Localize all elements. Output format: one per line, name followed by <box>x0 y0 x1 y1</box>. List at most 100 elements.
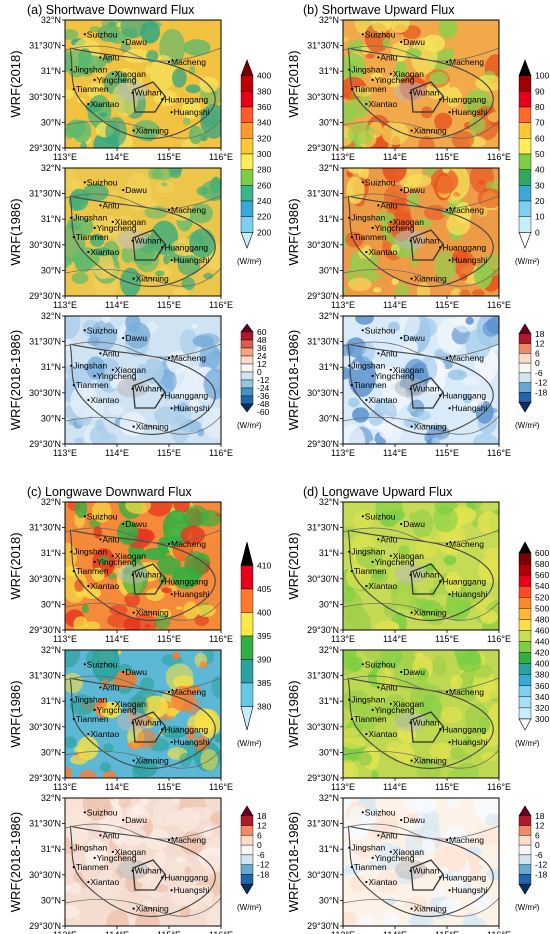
colorbar-tick-label: 0 <box>257 367 262 377</box>
colorbar-tick-label: -6 <box>535 368 543 378</box>
city-label: Xiaogan <box>115 847 146 857</box>
row-label-c-diff: WRF(2018-1986) <box>8 812 23 912</box>
lat-tick-label: 30°N <box>41 265 61 275</box>
lon-tick-label: 116°E <box>209 152 233 162</box>
lat-tick-label: 31°30'N <box>307 41 339 51</box>
city-label: Xianning <box>414 274 447 284</box>
city-label: Jingshan <box>351 213 385 223</box>
colorbar-tick-label: 460 <box>535 625 549 635</box>
lat-tick-label: 29°30'N <box>29 291 61 301</box>
colorbar-segment <box>240 138 254 155</box>
lon-tick-label: 115°E <box>157 152 181 162</box>
colorbar-segment <box>518 874 532 885</box>
colorbar-tick-label: 340 <box>535 692 549 702</box>
city-marker <box>361 811 364 814</box>
lat-tick-label: 30°N <box>41 599 61 609</box>
city-label: Suizhou <box>365 177 396 187</box>
city-marker <box>111 554 114 557</box>
lat-tick-label: 31°N <box>41 844 61 854</box>
city-marker <box>161 394 164 397</box>
city-label: Huangshi <box>452 255 488 265</box>
city-label: Xiantao <box>368 729 397 739</box>
city-label: Xianning <box>136 126 169 136</box>
colorbar-tick-label: 395 <box>257 631 271 641</box>
colorbar-end-triangle <box>518 883 532 895</box>
lon-tick-label: 115°E <box>435 782 459 792</box>
city-label: Jingshan <box>73 65 107 75</box>
city-marker <box>377 352 380 355</box>
lat-tick-label: 32°N <box>41 645 61 655</box>
colorbar-segment <box>518 122 532 139</box>
city-label: Anlu <box>102 52 119 62</box>
colorbar-segment <box>240 612 254 637</box>
colorbar-tick-label: 12 <box>535 821 545 831</box>
city-marker <box>132 129 135 132</box>
city-label: Suizhou <box>365 511 396 521</box>
lat-tick-label: 30°30'N <box>29 574 61 584</box>
city-marker <box>161 728 164 731</box>
colorbar-unit-label: (W/m²) <box>237 421 262 430</box>
city-label: Huangshi <box>452 737 488 747</box>
lon-tick-label: 116°E <box>209 448 233 458</box>
colorbar-segment <box>518 608 532 620</box>
city-label: Dawu <box>125 333 147 343</box>
lat-tick-label: 31°30'N <box>307 523 339 533</box>
city-label: Macheng <box>171 57 206 67</box>
city-label: Jingshan <box>351 695 385 705</box>
colorbar-tick-label: 200 <box>257 227 271 237</box>
city-label: Anlu <box>102 830 119 840</box>
row-label-a-2018: WRF(2018) <box>8 50 23 117</box>
city-label: Macheng <box>171 539 206 549</box>
colorbar-segment <box>518 815 532 826</box>
city-marker <box>161 98 164 101</box>
city-marker <box>389 72 392 75</box>
city-marker <box>87 880 90 884</box>
lat-tick-label: 31°30'N <box>29 337 61 347</box>
city-marker <box>350 570 353 573</box>
colorbar-tick-label: 220 <box>257 212 271 222</box>
lon-tick-label: 115°E <box>157 448 181 458</box>
colorbar-tick-label: 390 <box>257 655 271 665</box>
city-marker <box>132 759 135 762</box>
lon-tick-label: 114°E <box>105 634 129 644</box>
lat-tick-label: 31°N <box>319 548 339 558</box>
colorbar-tick-label: -12 <box>535 860 548 870</box>
lat-tick-label: 31°N <box>319 362 339 372</box>
colorbar-d-top: 6005805605405205004804604404204003803603… <box>515 541 549 748</box>
colorbar-segment <box>518 707 532 720</box>
city-marker <box>350 866 353 869</box>
lat-tick-label: 32°N <box>319 311 339 321</box>
lat-tick-label: 29°30'N <box>307 439 339 449</box>
city-label: Macheng <box>449 57 484 67</box>
colorbar-segment <box>240 864 254 875</box>
city-marker <box>167 60 171 64</box>
city-marker <box>350 718 353 721</box>
city-marker <box>409 869 412 872</box>
city-label: Huanggang <box>164 576 208 586</box>
row-label-b-diff: WRF(2018-1986) <box>286 330 301 430</box>
city-marker <box>377 834 380 837</box>
lon-tick-label: 116°E <box>487 930 511 934</box>
city-label: Tianmen <box>76 714 109 724</box>
lat-tick-label: 32°N <box>41 15 61 25</box>
panel-title-d: (d) Longwave Upward Flux <box>303 485 453 499</box>
city-label: Xianning <box>414 126 447 136</box>
lat-tick-label: 30°30'N <box>307 92 339 102</box>
city-marker <box>93 374 96 377</box>
city-marker <box>361 33 364 36</box>
city-marker <box>83 33 86 36</box>
city-marker <box>348 846 351 849</box>
city-label: Huangshi <box>174 107 210 117</box>
city-marker <box>83 329 86 332</box>
city-label: Huanggang <box>442 576 486 586</box>
city-label: Jingshan <box>351 547 385 557</box>
colorbar-tick-label: 380 <box>257 86 271 96</box>
city-label: Yingcheng <box>97 557 137 567</box>
lat-tick-label: 31°N <box>41 362 61 372</box>
colorbar-segment <box>518 333 532 344</box>
colorbar-tick-label: 36 <box>257 343 267 353</box>
city-marker <box>400 670 403 674</box>
city-marker <box>365 398 368 402</box>
city-label: Tianmen <box>76 862 109 872</box>
